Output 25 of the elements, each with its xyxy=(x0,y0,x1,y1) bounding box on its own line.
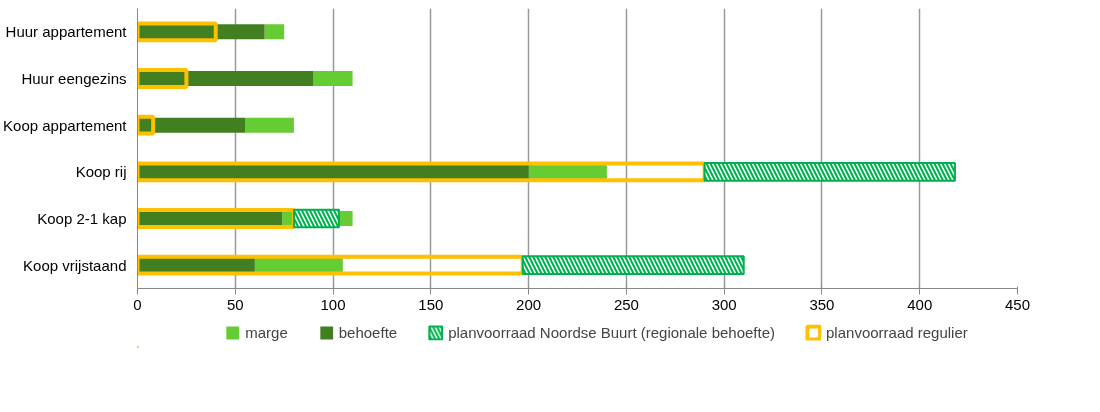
legend-label: behoefte xyxy=(338,323,398,341)
x-tick-label: 250 xyxy=(613,295,639,313)
y-tick-label: Huur appartement xyxy=(5,23,128,41)
y-tick-label: Koop 2-1 kap xyxy=(37,210,127,227)
bar xyxy=(313,71,353,86)
legend-label: planvoorraad Noordse Buurt (regionale behoefte) xyxy=(448,323,776,341)
x-tick-label: 400 xyxy=(907,295,933,313)
x-tick-label: 150 xyxy=(418,295,444,313)
legend-label: planvoorraad regulier xyxy=(826,323,968,341)
y-tick-label: Huur eengezins xyxy=(21,70,127,87)
y-tick-label: Koop appartement xyxy=(3,116,128,134)
x-tick-label: 450 xyxy=(1004,295,1031,313)
y-tick-label: Koop rij xyxy=(75,163,127,181)
legend-label: marge xyxy=(245,323,288,341)
x-tick-label: 300 xyxy=(711,295,737,313)
y-tick-label: Koop vrijstaand xyxy=(23,256,127,274)
x-tick-label: 100 xyxy=(320,295,346,313)
x-tick-label: 200 xyxy=(516,295,542,313)
x-tick-label: 0 xyxy=(133,295,142,313)
bar xyxy=(245,117,294,133)
bar xyxy=(264,24,285,40)
bar xyxy=(137,117,246,133)
x-tick-label: 50 xyxy=(226,295,244,313)
x-tick-label: 350 xyxy=(809,295,835,313)
bar xyxy=(137,71,314,86)
